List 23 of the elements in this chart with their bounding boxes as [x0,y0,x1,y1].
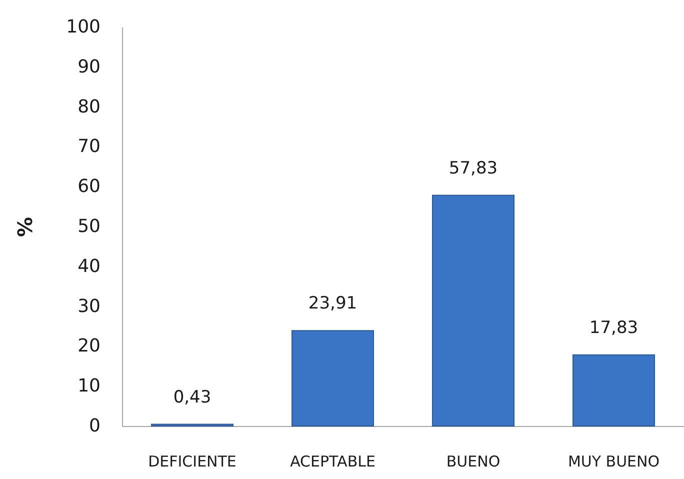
data-label: 0,43 [173,387,212,408]
y-tick-label: 50 [78,216,100,237]
y-tick-label: 10 [78,376,100,397]
data-label: 17,83 [589,318,638,338]
data-label: 23,91 [308,294,358,314]
x-tick-label: ACEPTABLE [290,452,376,470]
y-tick-label: 0 [89,416,100,436]
y-tick-label: 60 [78,176,100,198]
y-tick-label: 30 [78,296,100,317]
x-tick-label: BUENO [446,452,500,470]
bar [432,194,514,426]
y-tick-label: 20 [78,336,100,357]
y-axis-title: % [13,216,38,238]
x-tick-label: DEFICIENTE [148,452,236,470]
data-label: 57,83 [448,158,498,178]
y-tick-label: 100 [66,16,100,38]
y-tick-label: 80 [78,96,100,118]
bar [292,330,374,426]
y-tick-label: 40 [78,256,100,277]
y-tick-label: 70 [78,136,100,158]
bar [572,354,655,426]
y-tick-label: 90 [78,56,100,78]
x-tick-label: MUY BUENO [568,452,660,470]
